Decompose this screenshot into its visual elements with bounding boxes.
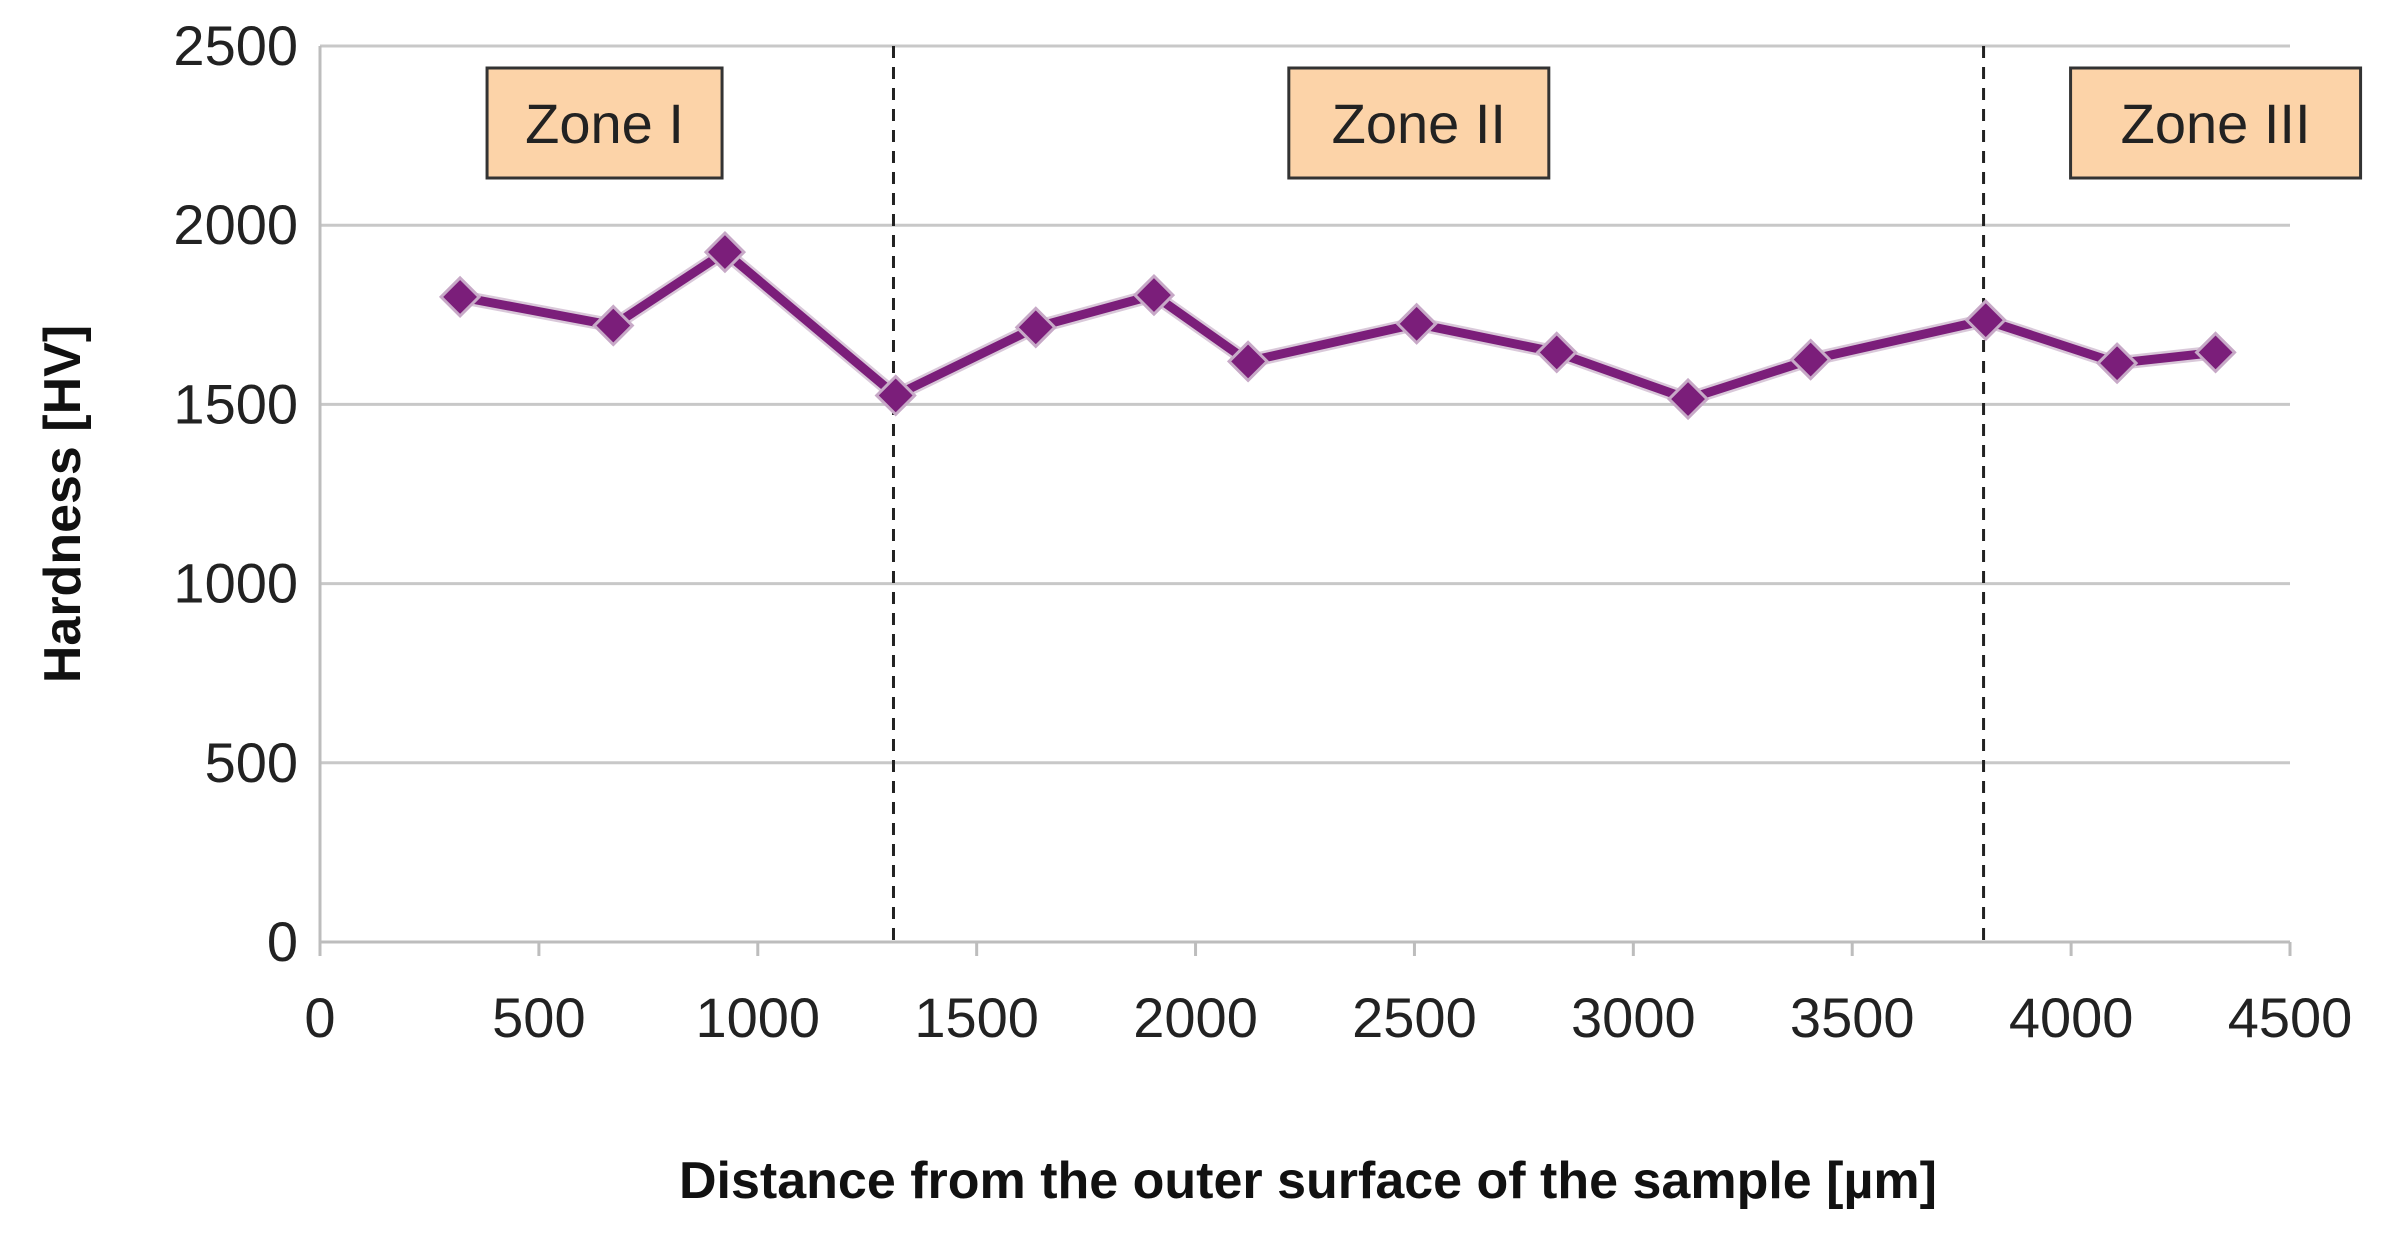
y-tick-label: 2500 (173, 14, 298, 77)
data-point-marker (592, 304, 635, 347)
data-point-marker (1535, 331, 1578, 374)
x-tick-label: 3500 (1790, 986, 1915, 1049)
zone-label: Zone I (485, 66, 724, 180)
data-point-marker (2095, 342, 2139, 385)
data-series (438, 230, 2237, 421)
y-tick-label: 1500 (173, 372, 298, 435)
x-axis-title: Distance from the outer surface of the s… (679, 1152, 1937, 1210)
zone-label-box (2069, 66, 2363, 180)
zone-label-box (1287, 66, 1551, 180)
y-axis-title: Hardness [HV] (34, 325, 92, 683)
data-point-marker (874, 374, 917, 417)
data-point-marker (1666, 377, 1710, 421)
data-point-marker (1789, 338, 1832, 381)
data-point-marker (1395, 302, 1438, 345)
zone-label-box (485, 66, 724, 180)
axes: 0 500 1000 1500 2000 2500 0 500 1000 1500 2000 2500… (173, 14, 2352, 1049)
data-point-marker (1014, 306, 1057, 349)
x-tick-label: 4500 (2228, 986, 2353, 1049)
x-tick-label: 500 (492, 986, 585, 1049)
zone-boundaries (891, 46, 1986, 942)
zone-label-text: Zone I (525, 92, 684, 155)
y-tick-label: 1000 (173, 552, 298, 615)
x-tick-label: 2500 (1352, 986, 1477, 1049)
x-tick-label: 0 (304, 986, 335, 1049)
data-point-marker (703, 230, 747, 274)
x-tick-label: 2000 (1133, 986, 1258, 1049)
y-tick-label: 0 (267, 910, 298, 973)
x-tick-label: 1500 (914, 986, 1039, 1049)
series-line (459, 247, 2217, 404)
data-point-marker (2194, 331, 2237, 374)
zone-labels: Zone I Zone II Zone III (485, 66, 2363, 180)
y-tick-label: 2000 (173, 193, 298, 256)
zone-label: Zone III (2069, 66, 2363, 180)
data-point-marker (1964, 299, 2007, 342)
x-tick-label: 1000 (695, 986, 820, 1049)
y-tick-label: 500 (205, 731, 298, 794)
data-point-marker (1132, 273, 1176, 317)
zone-label-text: Zone II (1332, 92, 1506, 155)
x-tick-label: 4000 (2009, 986, 2134, 1049)
zone-label-text: Zone III (2121, 92, 2311, 155)
zone-label: Zone II (1287, 66, 1551, 180)
gridlines (320, 44, 2290, 765)
data-point-marker (438, 275, 482, 319)
data-point-marker (1226, 340, 1270, 383)
x-tick-label: 3000 (1571, 986, 1696, 1049)
